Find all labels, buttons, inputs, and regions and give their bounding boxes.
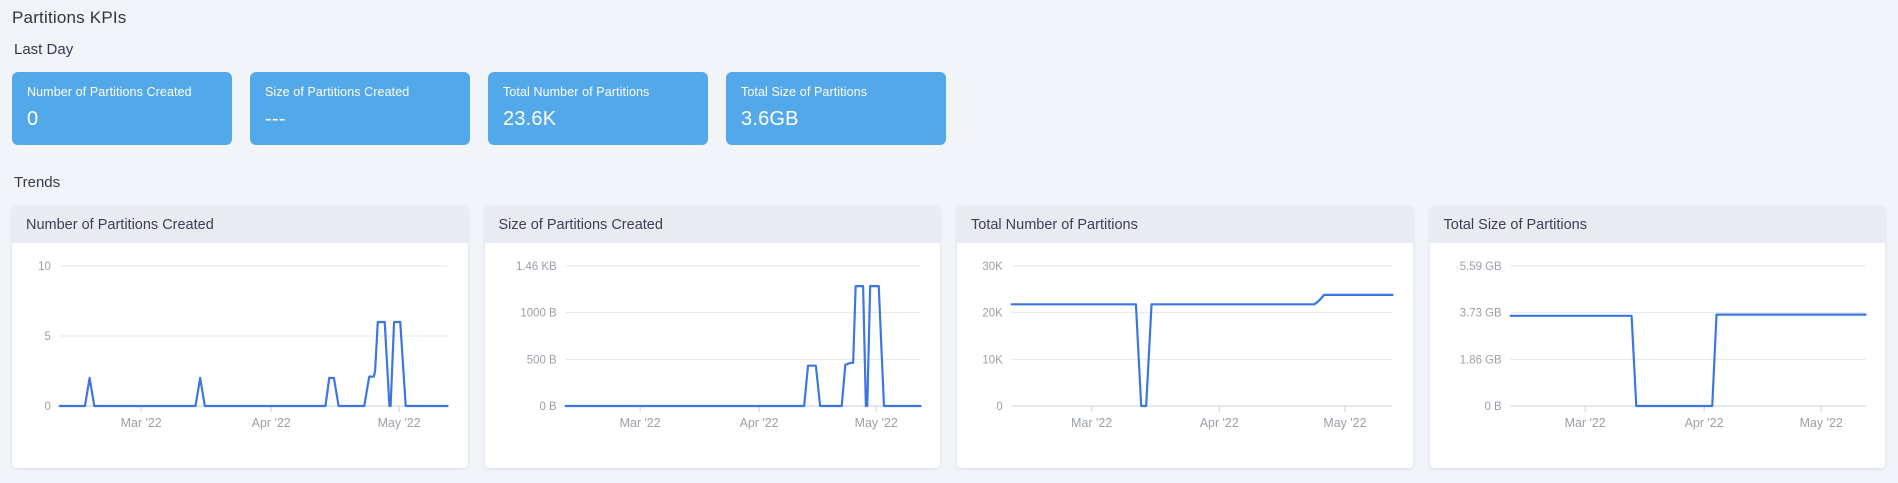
svg-text:10: 10: [38, 261, 51, 273]
svg-text:20K: 20K: [982, 308, 1003, 320]
svg-text:5: 5: [44, 331, 50, 343]
line-chart-number-of-partitions-created[interactable]: 0 5 10 Mar '22 Apr '22 May '22: [12, 243, 468, 468]
chart-card-total-number-of-partitions: Total Number of Partitions 0 10K 20K 30K Mar…: [957, 206, 1413, 468]
svg-text:0 B: 0 B: [539, 401, 557, 413]
kpi-value: 3.6GB: [741, 108, 799, 130]
line-chart-size-of-partitions-created[interactable]: 0 B 500 B 1000 B 1.46 KB Mar '22 Apr '22 May '…: [485, 243, 941, 468]
svg-text:Apr '22: Apr '22: [1200, 416, 1239, 430]
svg-text:May '22: May '22: [1799, 416, 1842, 430]
svg-text:May '22: May '22: [378, 416, 421, 430]
kpi-card-total-number-of-partitions: Total Number of Partitions 23.6K: [488, 72, 708, 145]
svg-text:5.59 GB: 5.59 GB: [1459, 261, 1501, 273]
kpi-card-size-of-partitions-created: Size of Partitions Created ---: [250, 72, 470, 145]
chart-card-size-of-partitions-created: Size of Partitions Created 0 B 500 B 1000 …: [484, 206, 941, 468]
chart-card-number-of-partitions-created: Number of Partitions Created 0 5 10 Mar '22…: [12, 206, 468, 468]
chart-title: Total Size of Partitions: [1429, 206, 1885, 243]
chart-title: Size of Partitions Created: [484, 206, 940, 243]
kpi-value: ---: [265, 108, 286, 130]
svg-text:1.86 GB: 1.86 GB: [1459, 354, 1501, 366]
svg-text:30K: 30K: [982, 261, 1003, 273]
chart-card-total-size-of-partitions: Total Size of Partitions 0 B 1.86 GB 3.73 …: [1429, 206, 1886, 468]
chart-title: Total Number of Partitions: [957, 206, 1413, 243]
kpi-value: 0: [27, 108, 39, 130]
svg-text:Apr '22: Apr '22: [739, 416, 778, 430]
svg-text:Apr '22: Apr '22: [252, 416, 291, 430]
svg-text:May '22: May '22: [1323, 416, 1366, 430]
kpi-label: Total Size of Partitions: [741, 85, 868, 99]
svg-text:0: 0: [44, 401, 50, 413]
svg-text:Apr '22: Apr '22: [1684, 416, 1723, 430]
svg-text:500 B: 500 B: [526, 354, 556, 366]
kpi-label: Size of Partitions Created: [265, 85, 410, 99]
kpi-value: 23.6K: [503, 108, 557, 130]
svg-text:Mar '22: Mar '22: [121, 416, 162, 430]
svg-text:Mar '22: Mar '22: [1071, 416, 1112, 430]
svg-text:0 B: 0 B: [1484, 401, 1502, 413]
line-chart-total-number-of-partitions[interactable]: 0 10K 20K 30K Mar '22 Apr '22 May '22: [957, 243, 1413, 468]
chart-title: Number of Partitions Created: [12, 206, 468, 243]
svg-text:0: 0: [996, 401, 1002, 413]
trend-charts-row: Number of Partitions Created 0 5 10 Mar '22…: [12, 206, 1885, 468]
svg-text:Mar '22: Mar '22: [1564, 416, 1605, 430]
kpi-cards-row: Number of Partitions Created 0 Size of P…: [12, 72, 1885, 145]
svg-text:3.73 GB: 3.73 GB: [1459, 308, 1501, 320]
kpi-label: Number of Partitions Created: [27, 85, 192, 99]
svg-text:May '22: May '22: [854, 416, 897, 430]
trends-section-label: Trends: [14, 174, 61, 191]
last-day-section-label: Last Day: [14, 41, 74, 58]
kpi-card-number-of-partitions-created: Number of Partitions Created 0: [12, 72, 232, 145]
svg-text:1.46 KB: 1.46 KB: [515, 261, 556, 273]
kpi-label: Total Number of Partitions: [503, 85, 650, 99]
svg-text:Mar '22: Mar '22: [619, 416, 660, 430]
line-chart-total-size-of-partitions[interactable]: 0 B 1.86 GB 3.73 GB 5.59 GB Mar '22 Apr '22 Ma…: [1430, 243, 1886, 468]
page-title: Partitions KPIs: [12, 8, 127, 27]
svg-text:10K: 10K: [982, 354, 1003, 366]
kpi-card-total-size-of-partitions: Total Size of Partitions 3.6GB: [726, 72, 946, 145]
svg-text:1000 B: 1000 B: [520, 308, 557, 320]
